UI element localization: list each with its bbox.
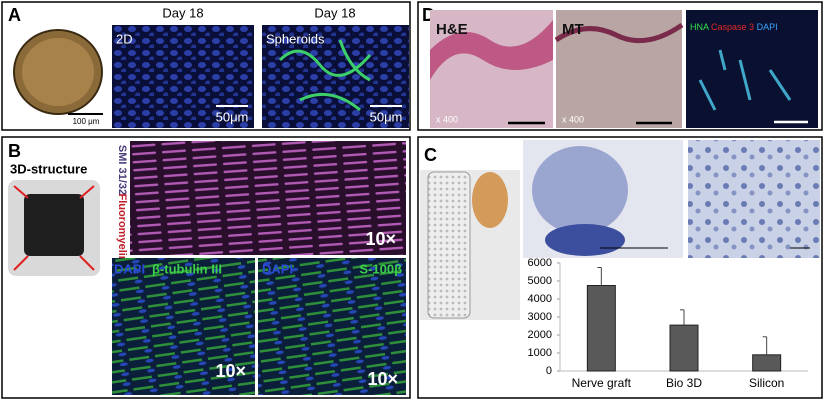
magnification: 10×: [367, 369, 398, 389]
micrograph: [130, 141, 406, 255]
image-title: Day 18: [162, 5, 203, 20]
stain-name: S-100β: [359, 261, 402, 276]
y-tick-label: 2000: [528, 329, 552, 341]
photo: [427, 171, 471, 319]
panel-label: B: [8, 141, 21, 161]
stain-name: β-tubulin III: [152, 261, 222, 276]
photo: [24, 194, 84, 256]
stain-name: DAPI: [114, 261, 145, 276]
magnification: 10×: [215, 361, 246, 381]
y-tick-label: 5000: [528, 275, 552, 287]
magnification: x 400: [562, 114, 584, 124]
bar: [752, 354, 782, 372]
y-tick-label: 6000: [528, 257, 552, 269]
micrograph: [686, 10, 818, 128]
image-title: Day 18: [314, 5, 355, 20]
y-tick-label: 4000: [528, 293, 552, 305]
micrograph: [112, 25, 254, 128]
panel-frame: [1, 1, 411, 131]
stain-name: SMI 31/32: [116, 145, 128, 195]
bar: [586, 285, 616, 372]
scale-text: 50μm: [370, 109, 403, 124]
micrograph: [430, 10, 553, 128]
spheroid-image: [22, 38, 94, 106]
bar: [669, 324, 699, 372]
y-tick-label: 3000: [528, 311, 552, 323]
scale-text: 50μm: [216, 109, 249, 124]
bar-chart: 0 1000 2000 3000 4000 5000 6000 Nerve graft Bio …: [528, 257, 808, 390]
panel-label: A: [8, 5, 21, 25]
micrograph: [532, 146, 628, 234]
stain-name: MT: [562, 21, 584, 38]
micrograph: [258, 258, 406, 395]
micrograph: [545, 224, 625, 256]
legend-text: HNA Caspase 3 DAPI: [690, 22, 778, 32]
photo: [472, 172, 508, 228]
photo: [13, 185, 95, 271]
magnification: 10×: [365, 229, 396, 249]
y-tick-label: 1000: [528, 347, 552, 359]
image-title: 3D-structure: [10, 161, 87, 176]
stain: [698, 49, 792, 111]
micrograph: [688, 140, 820, 258]
stain-name: DAPI: [262, 261, 293, 276]
y-tick-label: 0: [546, 365, 552, 377]
stain-name: Fluoromyelin: [116, 193, 128, 262]
x-tick-label: Nerve graft: [572, 376, 632, 390]
magnification: x 400: [436, 114, 458, 124]
stain: [554, 22, 684, 44]
stain-name: DAPI: [757, 22, 778, 32]
micrograph: [112, 258, 255, 395]
stain-name: Caspase 3: [711, 22, 754, 32]
image-tag: Spheroids: [266, 31, 325, 46]
panel-frame: [417, 1, 823, 131]
panel-label: C: [424, 145, 437, 165]
panel-frame: [1, 136, 411, 399]
stain: [430, 20, 553, 80]
panel-frame: [417, 136, 823, 399]
stain-name: H&E: [436, 21, 468, 38]
stain-name: HNA: [690, 22, 709, 32]
stain: [278, 39, 372, 112]
x-tick-label: Silicon: [749, 376, 784, 390]
x-tick-label: Bio 3D: [666, 376, 702, 390]
scale-text: 100 μm: [73, 117, 100, 126]
image-tag: 2D: [116, 31, 133, 46]
